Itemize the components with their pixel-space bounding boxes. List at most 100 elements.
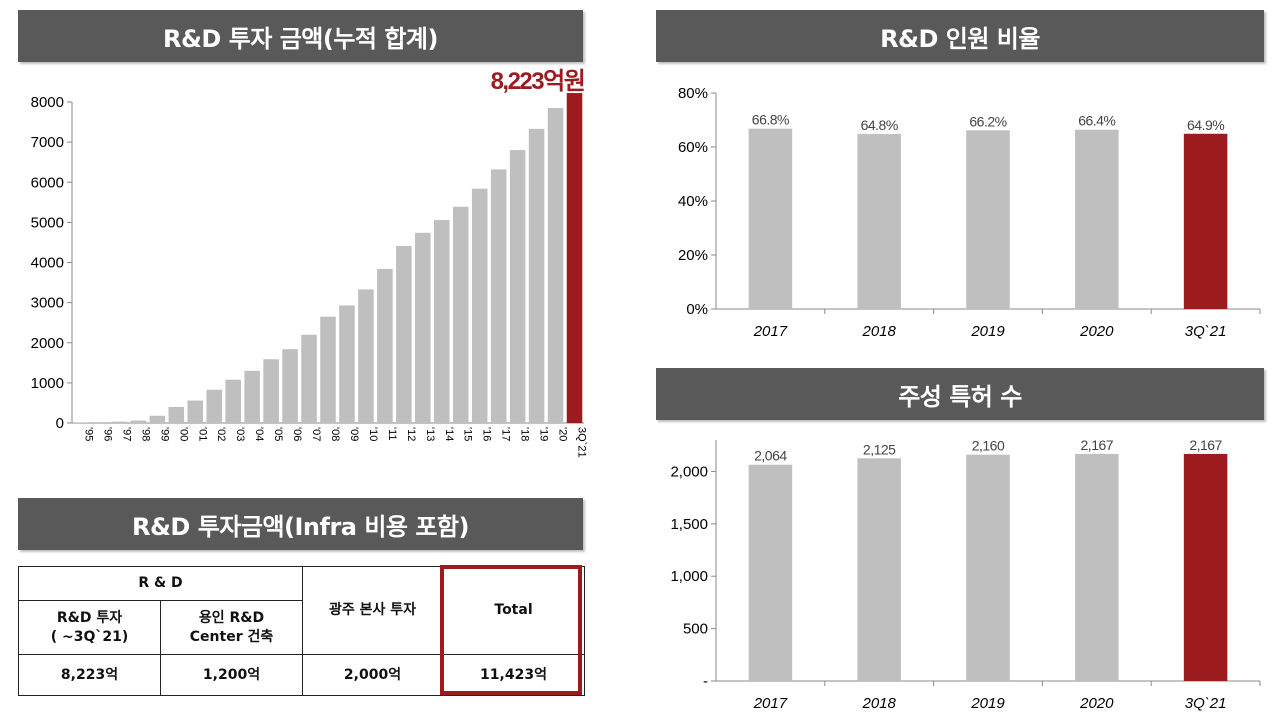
- x-tick-label: 3Q`21: [1185, 323, 1227, 340]
- x-tick-label: '16: [481, 427, 493, 441]
- bar-highlight: [1183, 133, 1228, 309]
- x-tick-label: '14: [443, 427, 455, 441]
- x-tick-label: '19: [538, 427, 550, 441]
- x-tick-label: '08: [329, 427, 341, 441]
- bar-value: [168, 406, 185, 423]
- table-cell-yongin-center: 1,200억: [160, 654, 303, 696]
- data-label: 2,064: [754, 448, 787, 464]
- data-label: 64.9%: [1187, 117, 1224, 133]
- x-tick-label: '98: [139, 427, 151, 441]
- x-tick-label: '97: [120, 427, 132, 441]
- x-tick-label: '00: [177, 427, 189, 441]
- bar-value: [111, 421, 128, 423]
- personnel-banner: R&D 인원 비율: [656, 10, 1264, 62]
- table-header-rd-investment: R&D 투자 ( ~3Q`21): [18, 600, 161, 655]
- table-header-rd-line1: R&D 투자: [56, 609, 123, 626]
- x-tick-label: '11: [386, 427, 398, 441]
- bar-value: [471, 188, 488, 423]
- x-tick-label: '20: [557, 427, 569, 441]
- data-label: 2,167: [1189, 437, 1222, 453]
- y-tick-label: 7000: [31, 134, 64, 151]
- investment-banner: R&D 투자 금액(누적 합계): [18, 10, 583, 62]
- bar-value: [206, 389, 222, 423]
- y-tick-label: -: [703, 673, 708, 690]
- data-label: 66.8%: [752, 112, 789, 128]
- bar-value: [358, 289, 374, 423]
- bar-value: [509, 150, 526, 423]
- patents-bar-chart: - 500 1,000 1,500 2,000 2017 2,064 2018 2,125 201…: [670, 437, 1261, 712]
- table-header-gwangju: 광주 본사 투자: [302, 566, 443, 655]
- x-tick-label: '17: [500, 427, 512, 441]
- y-tick-label: 2000: [31, 335, 64, 352]
- x-tick-label: 3Q`21: [576, 427, 588, 458]
- x-tick-label: '03: [234, 427, 246, 441]
- bar-value: [1075, 453, 1119, 681]
- x-tick-label: '07: [310, 427, 322, 441]
- y-tick-label: 60%: [678, 139, 708, 156]
- x-tick-label: '12: [405, 427, 417, 441]
- table-header-yongin-line1: 용인 R&D: [198, 609, 265, 626]
- x-tick-label: '09: [348, 427, 360, 441]
- x-tick-label: 2019: [970, 695, 1005, 712]
- bar-value: [966, 454, 1010, 681]
- table-header-total: Total: [442, 566, 585, 655]
- x-tick-label: '18: [519, 427, 531, 441]
- bar-value: [547, 108, 564, 424]
- investment-bar-chart: 0 1000 2000 3000 4000 5000 6000 7000 8000 '95 '96 '…: [31, 68, 588, 458]
- table-cell-gwangju: 2,000억: [302, 654, 443, 696]
- y-tick-label: 6000: [31, 174, 64, 191]
- table-group-header: R & D: [18, 566, 303, 601]
- bar-value: [130, 420, 147, 423]
- table-cell-total: 11,423억: [442, 654, 585, 696]
- data-label: 66.2%: [969, 113, 1006, 129]
- x-tick-label: '01: [196, 427, 208, 441]
- bar-value: [225, 379, 241, 423]
- y-tick-label: 0: [56, 415, 64, 432]
- x-tick-label: '05: [272, 427, 284, 441]
- bar-value: [92, 422, 109, 423]
- data-label: 2,167: [1081, 437, 1114, 453]
- y-tick-label: 1,500: [670, 516, 708, 533]
- patents-banner: 주성 특허 수: [656, 368, 1264, 420]
- x-tick-label: 2019: [970, 323, 1005, 340]
- x-tick-label: 2020: [1079, 323, 1114, 340]
- personnel-ratio-bar-chart: 0% 20% 40% 60% 80% 2017 66.8% 2018 64.8% 2019 66.2…: [678, 85, 1261, 340]
- bar-value: [263, 359, 279, 423]
- highlight-label: 8,223억원: [491, 68, 585, 95]
- x-tick-label: 2018: [862, 323, 897, 340]
- x-tick-label: '02: [215, 427, 227, 441]
- data-label: 64.8%: [861, 117, 898, 133]
- y-tick-label: 4000: [31, 255, 64, 272]
- bar-value: [339, 305, 355, 423]
- x-tick-label: 2017: [753, 695, 788, 712]
- x-tick-label: '10: [367, 427, 379, 441]
- y-tick-label: 500: [683, 621, 708, 638]
- bar-value: [377, 268, 393, 423]
- y-tick-label: 3000: [31, 295, 64, 312]
- y-tick-label: 0%: [686, 301, 708, 318]
- x-tick-label: 2018: [862, 695, 897, 712]
- x-tick-label: '95: [82, 427, 94, 441]
- bar-value: [282, 349, 298, 423]
- bar-value: [748, 464, 793, 681]
- infra-banner: R&D 투자금액(Infra 비용 포함): [18, 498, 583, 550]
- x-tick-label: '13: [424, 427, 436, 441]
- x-tick-label: '96: [101, 427, 113, 441]
- bar-highlight: [1183, 453, 1228, 681]
- bar-value: [244, 370, 260, 423]
- bar-value: [396, 246, 412, 423]
- bar-value: [528, 128, 545, 424]
- x-tick-label: '99: [158, 427, 170, 441]
- bar-value: [301, 334, 317, 423]
- x-tick-label: '06: [291, 427, 303, 441]
- bar-value: [452, 206, 469, 423]
- bar-value: [415, 232, 431, 423]
- rd-investment-table: R & D 광주 본사 투자 Total R&D 투자 ( ~3Q`21) 용인…: [18, 566, 585, 696]
- x-tick-label: 2020: [1079, 695, 1114, 712]
- y-tick-label: 5000: [31, 214, 64, 231]
- bar-highlight: [566, 93, 583, 423]
- bar-value: [187, 400, 204, 423]
- y-tick-label: 20%: [678, 247, 708, 264]
- bar-value: [320, 316, 336, 423]
- bar-value: [857, 134, 901, 309]
